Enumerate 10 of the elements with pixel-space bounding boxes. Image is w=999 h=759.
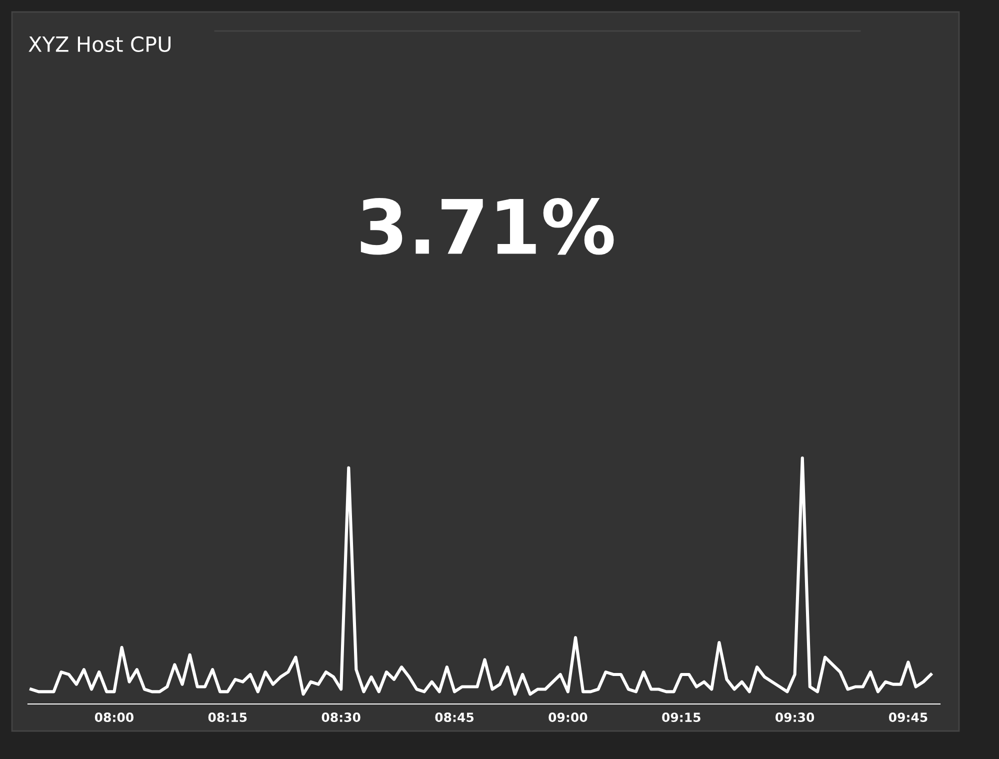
x-tick-label: 09:00 (548, 712, 588, 722)
x-tick-label: 08:30 (322, 712, 360, 722)
text: 3.71% (360, 198, 614, 255)
x-tick-label: 09:15 (662, 712, 700, 722)
x-tick-label: 08:45 (435, 712, 474, 722)
x-tick-label: 08:00 (94, 712, 134, 722)
x-tick-label: 08:15 (208, 712, 247, 722)
x-tick-label: 09:30 (776, 712, 814, 722)
chart-title: XYZ Host CPU (28, 36, 170, 52)
x-tick-label: 09:45 (888, 712, 928, 722)
